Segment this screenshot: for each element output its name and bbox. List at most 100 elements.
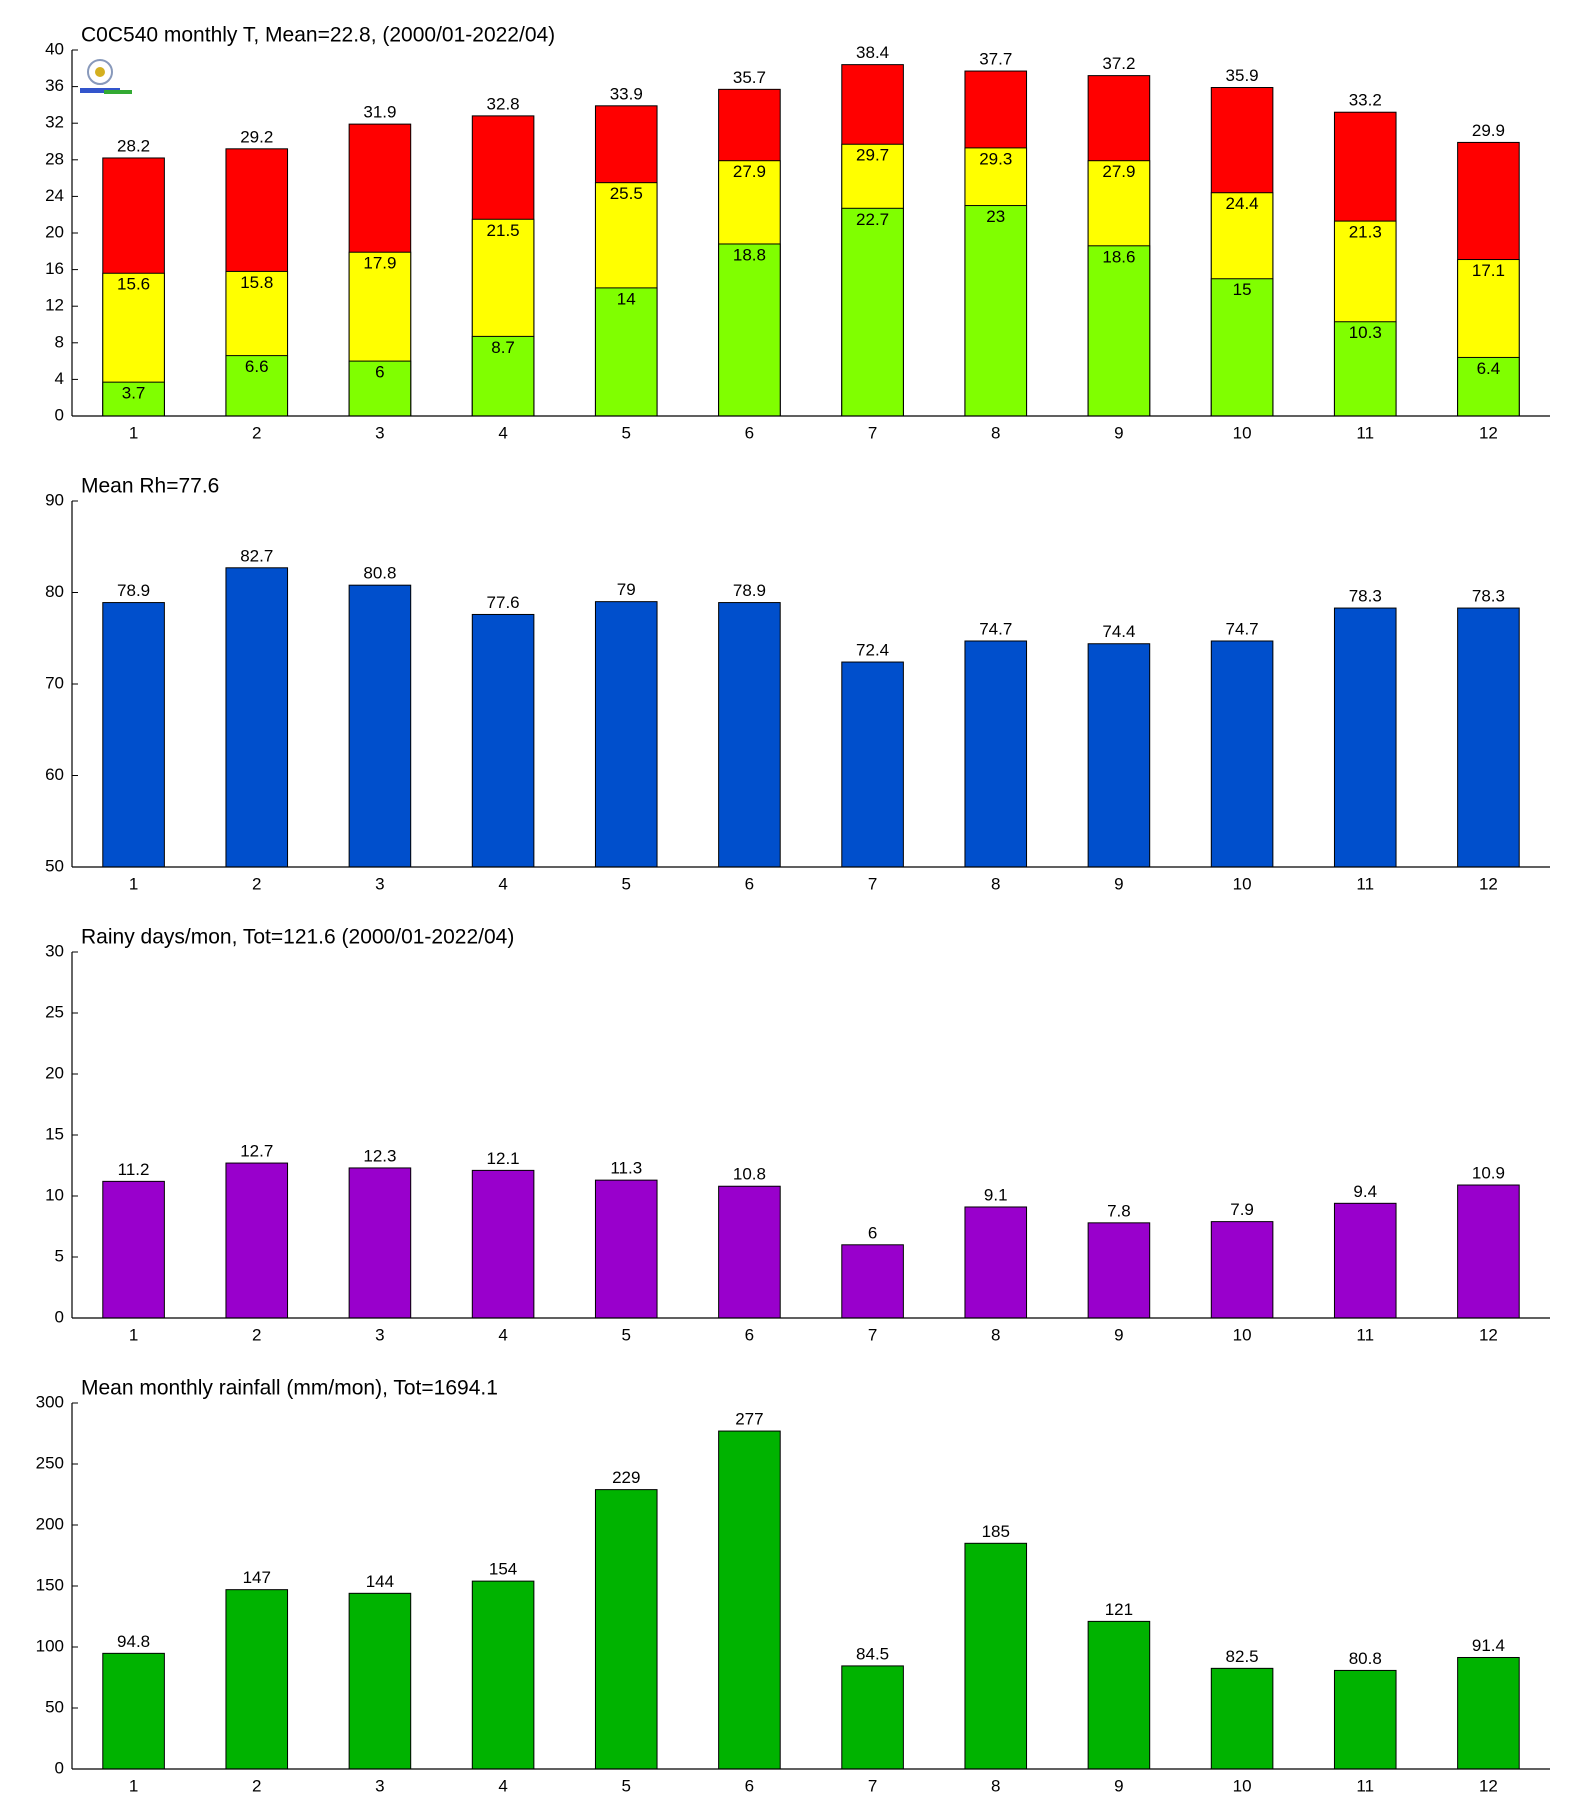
- value-label: 6.4: [1477, 359, 1501, 378]
- value-label: 9.4: [1353, 1182, 1377, 1201]
- bar: [1210, 1221, 1274, 1319]
- y-tick-label: 50: [45, 856, 64, 875]
- x-tick-label: 3: [375, 874, 384, 893]
- y-tick-label: 20: [45, 222, 64, 241]
- bar: [718, 1185, 781, 1319]
- y-tick-label: 250: [36, 1453, 64, 1472]
- value-label: 15: [1233, 280, 1252, 299]
- x-tick-label: 9: [1114, 1776, 1123, 1795]
- y-tick-label: 60: [45, 765, 64, 784]
- x-tick-label: 4: [498, 423, 507, 442]
- x-tick-label: 4: [498, 1325, 507, 1344]
- x-tick-label: 3: [375, 423, 384, 442]
- x-tick-label: 11: [1356, 1325, 1374, 1344]
- x-tick-label: 5: [622, 1325, 631, 1344]
- value-label: 74.7: [1226, 619, 1259, 638]
- bar: [102, 1652, 165, 1770]
- value-label: 29.2: [240, 127, 273, 146]
- x-tick-label: 12: [1479, 874, 1498, 893]
- bar: [964, 205, 1028, 417]
- value-label: 77.6: [487, 593, 520, 612]
- value-label: 15.8: [240, 273, 273, 292]
- chart-title: Mean monthly rainfall (mm/mon), Tot=1694…: [81, 1377, 498, 1400]
- x-tick-label: 6: [745, 1776, 754, 1795]
- y-tick-label: 90: [45, 490, 64, 509]
- value-label: 37.7: [979, 50, 1012, 69]
- value-label: 147: [243, 1568, 271, 1587]
- value-label: 7.9: [1230, 1200, 1254, 1219]
- bar: [348, 360, 412, 417]
- value-label: 38.4: [856, 43, 889, 62]
- bar: [348, 1592, 412, 1770]
- value-label: 18.6: [1102, 247, 1135, 266]
- x-tick-label: 7: [868, 874, 877, 893]
- bar: [1087, 1620, 1151, 1770]
- value-label: 185: [982, 1522, 1010, 1541]
- value-label: 15.6: [117, 275, 150, 294]
- x-tick-label: 11: [1356, 1776, 1374, 1795]
- x-tick-label: 2: [252, 874, 261, 893]
- bar: [594, 287, 658, 417]
- bar: [1087, 245, 1151, 417]
- value-label: 11.2: [118, 1160, 150, 1179]
- bar: [471, 1169, 535, 1319]
- y-tick-label: 16: [45, 259, 64, 278]
- x-tick-label: 7: [868, 423, 877, 442]
- value-label: 23: [986, 207, 1005, 226]
- chart-title: C0C540 monthly T, Mean=22.8, (2000/01-20…: [81, 24, 555, 47]
- value-label: 10.3: [1349, 323, 1382, 342]
- y-tick-label: 70: [45, 673, 64, 692]
- bar: [964, 640, 1028, 868]
- y-tick-label: 50: [45, 1697, 64, 1716]
- value-label: 21.5: [487, 221, 520, 240]
- bar: [348, 1167, 412, 1319]
- x-tick-label: 5: [622, 874, 631, 893]
- value-label: 29.3: [979, 149, 1012, 168]
- value-label: 21.3: [1349, 223, 1382, 242]
- bar: [1457, 356, 1520, 417]
- value-label: 94.8: [117, 1632, 150, 1651]
- bar: [225, 1162, 289, 1319]
- x-tick-label: 6: [745, 423, 754, 442]
- bar: [1087, 1222, 1151, 1319]
- bar: [471, 613, 535, 868]
- y-tick-label: 0: [55, 1758, 64, 1777]
- value-label: 12.3: [363, 1146, 396, 1165]
- x-tick-label: 3: [375, 1776, 384, 1795]
- x-tick-label: 1: [129, 1776, 138, 1795]
- value-label: 11.3: [610, 1159, 642, 1178]
- chart-title: Rainy days/mon, Tot=121.6 (2000/01-2022/…: [81, 926, 514, 949]
- y-tick-label: 0: [55, 1307, 64, 1326]
- value-label: 80.8: [363, 564, 396, 583]
- y-tick-label: 24: [45, 186, 64, 205]
- y-tick-label: 36: [45, 76, 64, 95]
- x-tick-label: 2: [252, 1325, 261, 1344]
- y-tick-label: 300: [36, 1392, 64, 1411]
- x-tick-label: 10: [1233, 1776, 1252, 1795]
- y-tick-label: 30: [45, 941, 64, 960]
- value-label: 72.4: [856, 641, 889, 660]
- value-label: 3.7: [122, 384, 146, 403]
- x-tick-label: 10: [1233, 423, 1252, 442]
- x-tick-label: 1: [129, 1325, 138, 1344]
- logo: [80, 59, 132, 94]
- bar: [841, 207, 904, 417]
- x-tick-label: 12: [1479, 1776, 1498, 1795]
- value-label: 78.3: [1472, 587, 1505, 606]
- value-label: 35.7: [733, 68, 766, 87]
- value-label: 37.2: [1102, 54, 1135, 73]
- bar: [594, 1489, 658, 1770]
- value-label: 22.7: [856, 210, 889, 229]
- x-tick-label: 7: [868, 1776, 877, 1795]
- value-label: 80.8: [1349, 1649, 1382, 1668]
- x-tick-label: 9: [1114, 1325, 1123, 1344]
- bar: [594, 1179, 658, 1319]
- x-tick-label: 12: [1479, 423, 1498, 442]
- y-tick-label: 32: [45, 113, 64, 132]
- value-label: 9.1: [984, 1185, 1008, 1204]
- bar: [841, 1244, 904, 1319]
- bar: [1333, 1669, 1397, 1770]
- x-tick-label: 2: [252, 423, 261, 442]
- value-label: 82.5: [1226, 1647, 1259, 1666]
- y-tick-label: 4: [55, 369, 64, 388]
